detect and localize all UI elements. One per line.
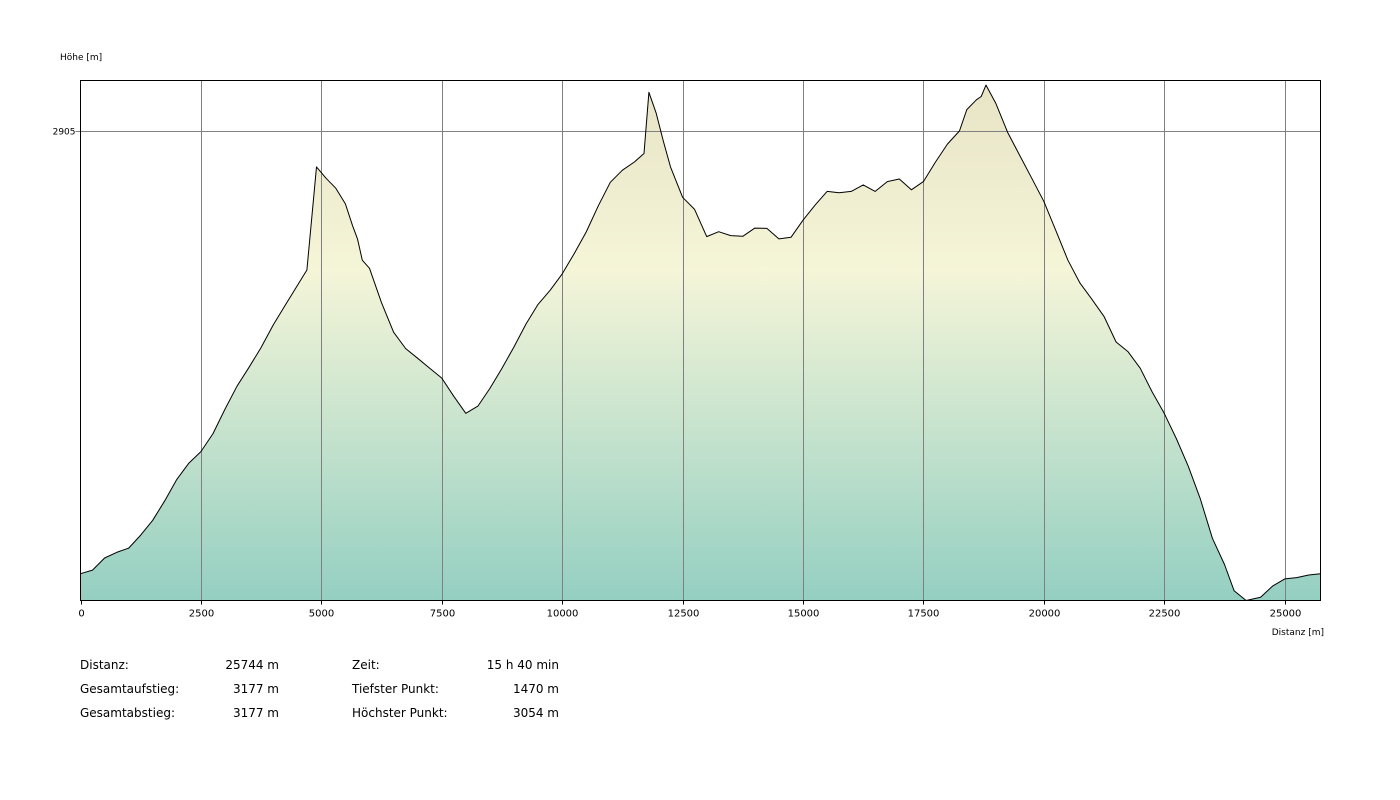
stat-value-ascent: 3177 m (232, 682, 279, 696)
y-tick-label: 2905 (53, 128, 76, 138)
stat-label-descent: Gesamtabstieg: (80, 706, 175, 720)
line-layer (80, 84, 1321, 601)
plot-frame (80, 80, 1321, 601)
x-tick-label: 12500 (668, 609, 700, 620)
x-tick-label: 20000 (1029, 609, 1061, 620)
x-tick-label: 22500 (1149, 609, 1181, 620)
x-tick-label: 17500 (908, 609, 940, 620)
stat-value-lowest: 1470 m (512, 682, 559, 696)
x-axis-label: Distanz [m] (1272, 628, 1324, 638)
x-tick-label: 25000 (1270, 609, 1302, 620)
stat-value-highest: 3054 m (512, 706, 559, 720)
stat-label-ascent: Gesamtaufstieg: (80, 682, 180, 696)
stat-value-distance: 25744 m (225, 658, 279, 672)
stat-value-time: 15 h 40 min (486, 658, 559, 672)
x-tick-label: 10000 (547, 609, 579, 620)
x-tick-label: 7500 (430, 609, 455, 620)
x-tick-label: 5000 (309, 609, 334, 620)
x-tick-label: 15000 (788, 609, 820, 620)
stat-label-distance: Distanz: (80, 658, 129, 672)
area-layer (80, 85, 1321, 601)
elevation-line (80, 84, 1321, 601)
x-tick-label: 0 (78, 609, 84, 620)
elevation-profile-chart: 0 2500 5000 7500 10000 12500 15000 17500 20000 22… (53, 53, 1324, 638)
stat-label-time: Zeit: (352, 658, 380, 672)
x-tick-label: 2500 (189, 609, 214, 620)
elevation-area (80, 85, 1321, 601)
stat-label-lowest: Tiefster Punkt: (352, 682, 439, 696)
tick-layer: 0 2500 5000 7500 10000 12500 15000 17500 20000 22… (53, 128, 1302, 620)
stat-value-descent: 3177 m (232, 706, 279, 720)
y-axis-label: Höhe [m] (60, 53, 102, 63)
stat-label-highest: Höchster Punkt: (352, 706, 448, 720)
grid-layer (75, 80, 1321, 601)
